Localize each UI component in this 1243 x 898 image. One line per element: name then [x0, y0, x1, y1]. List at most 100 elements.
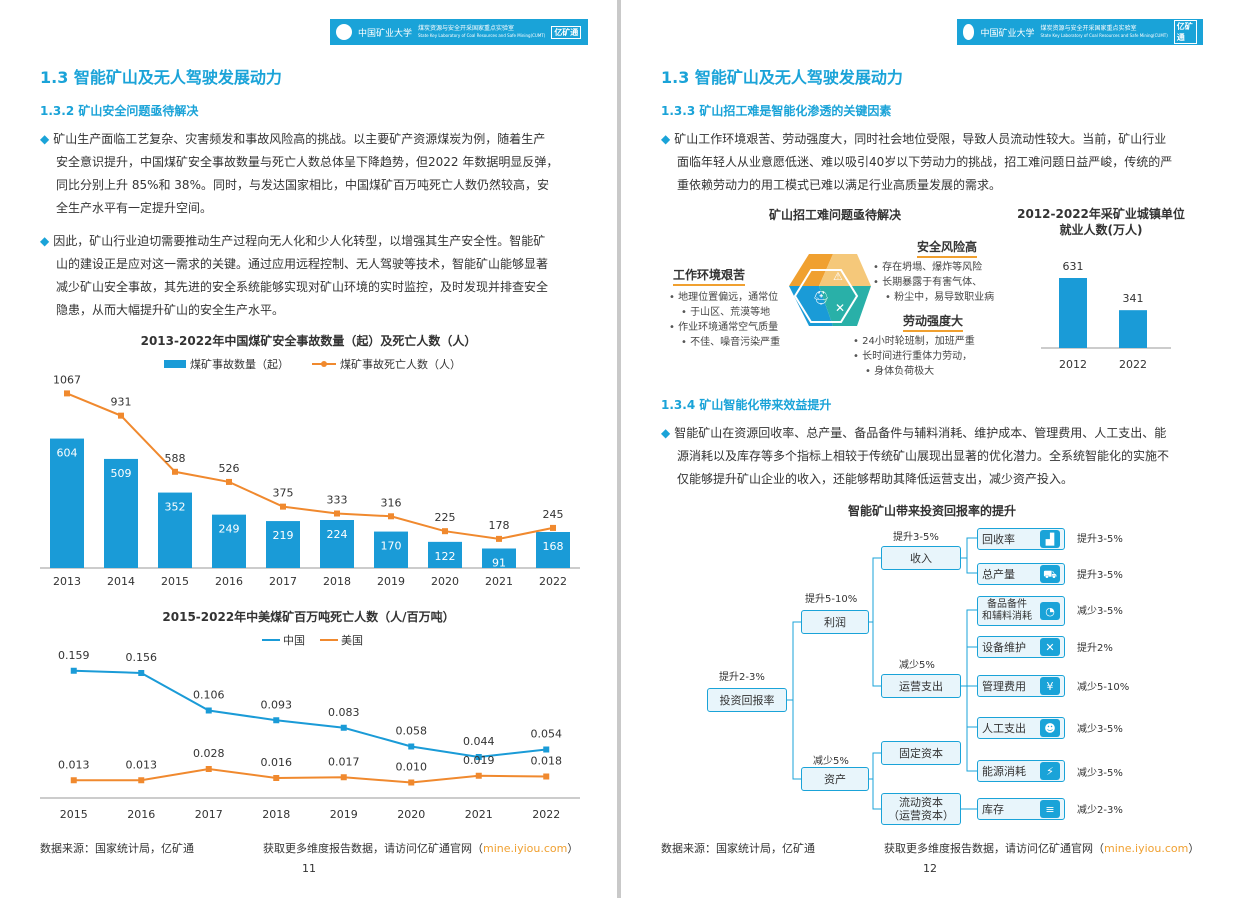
bar-2022 — [1119, 310, 1147, 348]
tick-2018: 2018 — [323, 575, 351, 588]
income-note: 提升3-5% — [893, 532, 939, 543]
bar-label-2021: 91 — [492, 557, 506, 570]
lab-name: 煤炭资源与安全开采国家重点实验室 — [1040, 25, 1137, 32]
death-label-2019: 316 — [381, 496, 402, 509]
chart-icon: ▟ — [1040, 530, 1060, 548]
tick-2015: 2015 — [60, 808, 88, 821]
death-label-2021: 178 — [489, 519, 510, 532]
diamond-bullet-icon: ◆ — [40, 234, 50, 248]
chart1-title: 2013-2022年中国煤矿安全事故数量（起）及死亡人数（人） — [140, 334, 477, 348]
bar-label-2022: 341 — [1123, 292, 1144, 305]
page-12: 中国矿业大学 煤炭资源与安全开采国家重点实验室 State Key Labora… — [621, 0, 1243, 898]
bar-label-2015: 352 — [165, 501, 186, 514]
bar-label-2014: 509 — [111, 467, 132, 480]
chart3-title: 2012-2022年采矿业城镇单位 就业人数(万人) — [1017, 207, 1185, 237]
label-china-2020: 0.058 — [396, 725, 428, 738]
leaf-admin-cost: 管理费用 ¥ — [977, 675, 1065, 697]
legend-bar-swatch — [164, 360, 186, 368]
bar-2020 — [428, 541, 462, 568]
footer-source: 数据来源：国家统计局，亿矿通 — [40, 842, 194, 855]
leaf-output: 总产量 ⛟ — [977, 563, 1065, 585]
label-us-2019: 0.017 — [328, 755, 360, 768]
leaf-labor-cost-value: 减少3-5% — [1077, 724, 1123, 735]
point-china-2018 — [273, 717, 280, 724]
point-china-2022 — [543, 746, 550, 753]
leaf-recovery: 回收率 ▟ — [977, 528, 1065, 550]
footer-link[interactable]: mine.iyiou.com — [1104, 842, 1189, 855]
bar-label-2022: 168 — [543, 540, 564, 553]
tick-2022: 2022 — [539, 575, 567, 588]
label-china-2015: 0.159 — [58, 649, 90, 662]
footer-link[interactable]: mine.iyiou.com — [483, 842, 568, 855]
page-number: 11 — [302, 862, 316, 875]
legend-line-label: 煤矿事故死亡人数（人） — [340, 357, 461, 371]
leaf-maintenance: 设备维护 ✕ — [977, 636, 1065, 658]
subsection-2-title: 1.3.4 矿山智能化带来效益提升 — [661, 398, 832, 412]
point-us-2015 — [70, 777, 77, 784]
point-china-2015 — [70, 667, 77, 674]
tick-2012: 2012 — [1059, 358, 1087, 371]
tower-icon: ⚡ — [1040, 762, 1060, 780]
death-label-2015: 588 — [165, 452, 186, 465]
section-title: 1.3 智能矿山及无人驾驶发展动力 — [661, 68, 903, 87]
leaf-inventory: 库存 ≡ — [977, 798, 1065, 820]
bar-label-2017: 219 — [273, 529, 294, 542]
point-china-2016 — [138, 670, 145, 676]
employment-chart: 631 2012 341 2022 — [1041, 260, 1171, 371]
hex-diagram-graphic: ⛑ ⚠ ✕ — [789, 254, 871, 326]
safety-list: 存在坍塌、爆炸等风险 长期暴露于有害气体、 粉尘中，易导致职业病 — [873, 260, 994, 305]
income-node: 收入 — [881, 546, 961, 570]
bar-2012 — [1059, 278, 1087, 348]
death-point-2015 — [172, 468, 178, 475]
accident-chart: 煤矿事故数量（起） 煤矿事故死亡人数（人） 604 2013 509 2014 352 201… — [40, 357, 580, 588]
death-label-2013: 1067 — [53, 373, 81, 386]
death-rate-chart: 中国 美国 0.159 0.156 0.106 0.093 0.083 0.058 0.044 0… — [40, 634, 580, 821]
hex-outline — [793, 269, 859, 323]
bar-2016 — [212, 514, 246, 568]
cumt-logo-icon — [963, 24, 975, 40]
school-name: 中国矿业大学 — [358, 28, 413, 39]
page-11: 中国矿业大学 煤炭资源与安全开采国家重点实验室 State Key Labora… — [0, 0, 617, 898]
death-label-2020: 225 — [435, 511, 456, 524]
label-china-2019: 0.083 — [328, 706, 360, 719]
leaf-energy: 能源消耗 ⚡ — [977, 760, 1065, 782]
bar-2017 — [266, 521, 300, 568]
point-us-2020 — [408, 779, 415, 786]
bar-2021 — [482, 548, 516, 568]
tick-2022: 2022 — [1119, 358, 1147, 371]
legend-us-label: 美国 — [341, 634, 363, 647]
diamond-bullet-icon: ◆ — [661, 426, 671, 440]
label-us-2017: 0.028 — [193, 747, 225, 760]
point-us-2021 — [475, 772, 482, 779]
asset-note: 减少5% — [813, 756, 849, 767]
hex-segment-blue — [789, 286, 833, 326]
point-china-2019 — [340, 724, 347, 731]
death-point-2021 — [496, 535, 502, 542]
paragraph-1: ◆ 矿山生产面临工艺复杂、灾害频发和事故风险高的挑战。以主要矿产资源煤炭为例，随着… — [40, 132, 559, 215]
school-name: 中国矿业大学 — [980, 28, 1035, 39]
tick-2020: 2020 — [397, 808, 425, 821]
tick-2021: 2021 — [485, 575, 513, 588]
point-us-2018 — [273, 775, 280, 781]
death-label-2022: 245 — [543, 508, 564, 521]
death-point-2018 — [334, 510, 340, 517]
line-china — [73, 669, 547, 759]
hex-segment-light-orange — [819, 254, 871, 286]
lab-name-block: 煤炭资源与安全开采国家重点实验室 State Key Laboratory of… — [418, 25, 545, 39]
tick-2020: 2020 — [431, 575, 459, 588]
death-line — [66, 392, 554, 540]
label-us-2018: 0.016 — [261, 756, 293, 769]
diamond-bullet-icon: ◆ — [661, 132, 671, 146]
profit-node: 利润 — [801, 610, 869, 634]
bar-2022 — [536, 532, 570, 568]
tick-2019: 2019 — [377, 575, 405, 588]
chart2-title: 2015-2022年中美煤矿百万吨死亡人数（人/百万吨） — [162, 610, 455, 624]
leaf-recovery-value: 提升3-5% — [1077, 534, 1123, 545]
point-china-2020 — [408, 743, 415, 750]
death-point-2013 — [64, 390, 70, 397]
tools-icon: ✕ — [835, 301, 845, 315]
label-us-2021: 0.019 — [463, 754, 495, 767]
diamond-bullet-icon: ◆ — [40, 132, 50, 146]
bar-label-2016: 249 — [219, 523, 240, 536]
death-point-2020 — [442, 528, 448, 535]
